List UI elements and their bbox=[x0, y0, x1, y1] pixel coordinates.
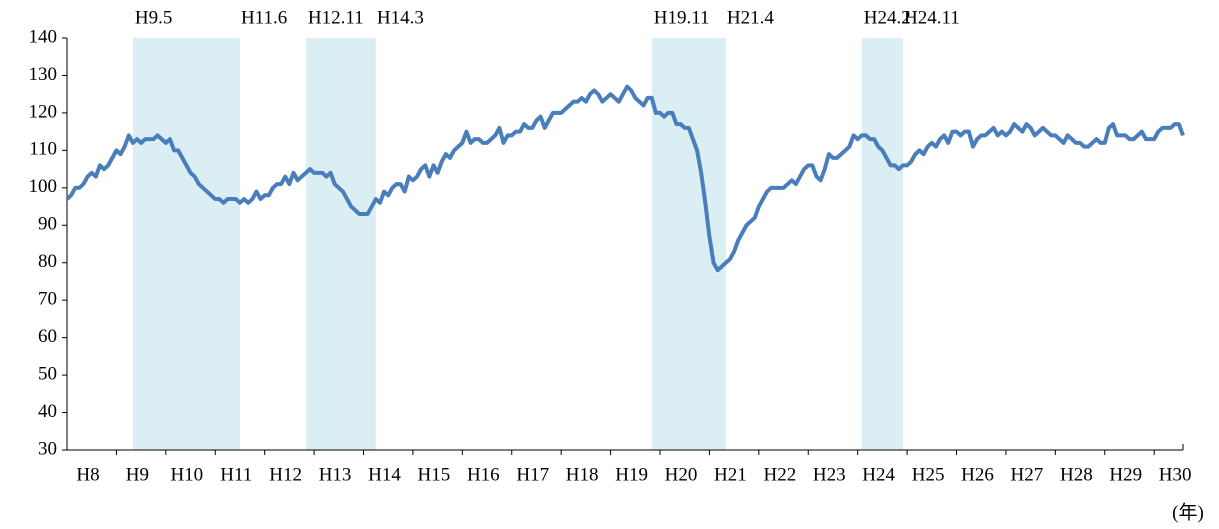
period-end-label: H24.11 bbox=[904, 7, 960, 28]
period-end-label: H21.4 bbox=[727, 7, 774, 28]
period-end-label: H11.6 bbox=[241, 7, 287, 28]
x-tick-label: H23 bbox=[813, 464, 846, 485]
y-tick-label: 30 bbox=[38, 438, 57, 459]
x-tick-label: H30 bbox=[1159, 464, 1192, 485]
series-line bbox=[65, 84, 1185, 273]
x-tick-label: H24 bbox=[862, 464, 895, 485]
x-tick-label: H13 bbox=[319, 464, 352, 485]
x-tick-label: H16 bbox=[467, 464, 500, 485]
x-tick-label: H22 bbox=[763, 464, 796, 485]
x-tick-label: H19 bbox=[615, 464, 648, 485]
x-tick-label: H11 bbox=[220, 464, 252, 485]
x-tick-label: H18 bbox=[566, 464, 599, 485]
x-tick-label: H29 bbox=[1109, 464, 1142, 485]
x-tick-label: H20 bbox=[665, 464, 698, 485]
x-tick-label: H21 bbox=[714, 464, 747, 485]
y-tick-label: 80 bbox=[38, 251, 57, 272]
x-tick-label: H27 bbox=[1011, 464, 1044, 485]
period-start-label: H24.2 bbox=[864, 7, 911, 28]
x-tick-label: H9 bbox=[126, 464, 149, 485]
x-tick-label: H14 bbox=[368, 464, 401, 485]
period-start-label: H19.11 bbox=[654, 7, 710, 28]
y-tick-label: 120 bbox=[29, 101, 58, 122]
y-tick-label: 100 bbox=[29, 176, 58, 197]
x-tick-label: H15 bbox=[418, 464, 451, 485]
x-tick-label: H8 bbox=[76, 464, 99, 485]
y-tick-label: 140 bbox=[29, 26, 58, 47]
x-tick-label: H10 bbox=[170, 464, 203, 485]
y-tick-label: 130 bbox=[29, 64, 58, 85]
period-start-label: H9.5 bbox=[135, 7, 172, 28]
period-end-label: H14.3 bbox=[377, 7, 424, 28]
shaded-period bbox=[651, 38, 726, 450]
x-tick-label: H17 bbox=[516, 464, 549, 485]
period-start-label: H12.11 bbox=[308, 7, 364, 28]
y-tick-label: 70 bbox=[38, 289, 57, 310]
y-tick-label: 110 bbox=[29, 139, 57, 160]
shaded-period bbox=[132, 38, 240, 450]
y-tick-label: 50 bbox=[38, 363, 57, 384]
x-tick-label: H12 bbox=[269, 464, 302, 485]
shaded-period bbox=[861, 38, 903, 450]
x-unit: (年) bbox=[1172, 501, 1204, 523]
y-tick-label: 90 bbox=[38, 214, 57, 235]
x-tick-label: H28 bbox=[1060, 464, 1093, 485]
x-tick-label: H25 bbox=[912, 464, 945, 485]
shaded-period bbox=[305, 38, 376, 450]
y-tick-label: 40 bbox=[38, 401, 57, 422]
y-tick-label: 60 bbox=[38, 326, 57, 347]
x-tick-label: H26 bbox=[961, 464, 994, 485]
